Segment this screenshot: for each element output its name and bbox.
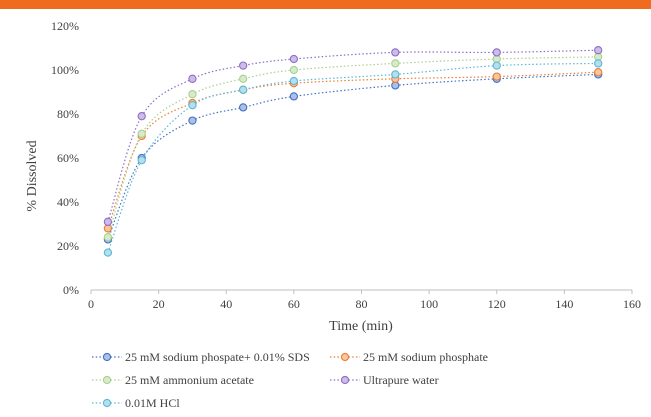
series-0 xyxy=(103,70,603,244)
x-tick-label: 60 xyxy=(288,297,300,311)
data-point xyxy=(137,156,146,165)
series-line xyxy=(107,49,599,222)
legend-marker xyxy=(340,375,350,385)
data-point xyxy=(391,70,400,79)
data-point xyxy=(188,90,197,99)
data-point xyxy=(103,217,113,226)
series-1 xyxy=(103,68,603,233)
data-point xyxy=(137,129,146,138)
data-point xyxy=(289,92,299,101)
y-tick-label: 40% xyxy=(57,195,79,209)
data-point xyxy=(289,76,299,86)
legend-label: 25 mM sodium phospate+ 0.01% SDS xyxy=(125,350,310,364)
legend-item: 0.01M HCl xyxy=(92,396,180,410)
x-axis-title: Time (min) xyxy=(329,319,393,334)
data-point xyxy=(103,233,113,242)
data-point xyxy=(188,101,197,110)
data-point xyxy=(391,59,400,68)
data-point xyxy=(239,61,248,70)
y-tick-label: 60% xyxy=(57,151,79,165)
data-point xyxy=(289,54,299,64)
legend-marker xyxy=(102,352,112,362)
series-line xyxy=(107,71,599,229)
data-point xyxy=(492,48,501,57)
data-point xyxy=(239,74,248,83)
data-point xyxy=(188,116,197,125)
legend-label: Ultrapure water xyxy=(363,373,439,387)
legend-label: 25 mM sodium phosphate xyxy=(363,350,488,364)
series-4 xyxy=(103,59,603,257)
legend-item: 25 mM ammonium acetate xyxy=(92,373,254,387)
legend-label: 0.01M HCl xyxy=(125,396,180,410)
y-tick-label: 0% xyxy=(63,283,79,297)
legend-marker xyxy=(102,375,112,385)
x-tick-label: 40 xyxy=(220,297,232,311)
x-tick-label: 140 xyxy=(555,297,573,311)
data-point xyxy=(594,59,603,68)
header-accent-bar xyxy=(0,0,651,9)
y-tick-label: 120% xyxy=(51,19,79,33)
data-point xyxy=(492,61,501,70)
series-3 xyxy=(103,46,603,226)
x-tick-label: 120 xyxy=(488,297,506,311)
x-tick-label: 80 xyxy=(356,297,368,311)
data-point xyxy=(137,112,146,121)
series-2 xyxy=(103,52,603,242)
x-axis-ticks: 0 20 40 60 80 100 120 140 160 xyxy=(88,290,641,311)
legend-marker xyxy=(102,398,112,408)
y-tick-label: 100% xyxy=(51,63,79,77)
x-tick-label: 160 xyxy=(623,297,641,311)
data-point xyxy=(103,248,113,257)
legend-item: 25 mM sodium phospate+ 0.01% SDS xyxy=(92,350,310,364)
y-tick-label: 20% xyxy=(57,239,79,253)
legend: 25 mM sodium phospate+ 0.01% SDS 25 mM so… xyxy=(92,350,488,410)
data-point xyxy=(239,103,248,112)
series-line xyxy=(107,62,599,253)
plot-series xyxy=(103,46,603,257)
y-tick-label: 80% xyxy=(57,107,79,121)
x-tick-label: 100 xyxy=(420,297,438,311)
data-point xyxy=(594,68,603,77)
data-point xyxy=(239,85,248,94)
y-axis-ticks: 0% 20% 40% 60% 80% 100% 120% xyxy=(51,19,79,297)
legend-item: 25 mM sodium phosphate xyxy=(330,350,488,364)
series-line xyxy=(107,73,599,240)
legend-marker xyxy=(340,352,350,362)
data-point xyxy=(289,65,299,75)
x-tick-label: 20 xyxy=(153,297,165,311)
legend-label: 25 mM ammonium acetate xyxy=(125,373,254,387)
data-point xyxy=(594,46,603,55)
legend-item: Ultrapure water xyxy=(330,373,439,387)
y-axis-title: % Dissolved xyxy=(25,140,40,211)
x-tick-label: 0 xyxy=(88,297,94,311)
data-point xyxy=(188,74,197,83)
data-point xyxy=(391,48,400,57)
data-point xyxy=(492,72,501,81)
